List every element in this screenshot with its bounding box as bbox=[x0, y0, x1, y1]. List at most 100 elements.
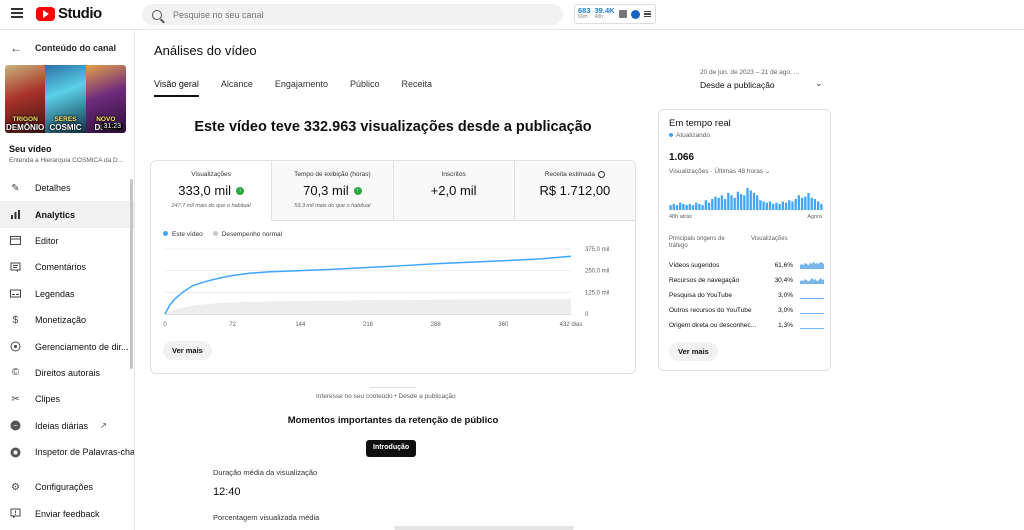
copyright-icon: © bbox=[11, 367, 20, 379]
metric-label: Visualizações bbox=[191, 171, 231, 178]
see-more-button[interactable]: Ver mais bbox=[163, 341, 212, 360]
extension-stat-60m: 683 60m bbox=[578, 7, 591, 21]
realtime-bar bbox=[682, 203, 685, 210]
metric-watch-time[interactable]: Tempo de exibição (horas) 70,3 mil ↑ 59,… bbox=[272, 161, 394, 221]
realtime-bar bbox=[672, 203, 675, 210]
sidebar-item-editor[interactable]: Editor bbox=[0, 228, 134, 254]
realtime-period-selector[interactable]: Visualizações · Últimas 48 horas ⌄ bbox=[669, 167, 770, 175]
sidebar-item-inspetor-palavras-chave[interactable]: Inspetor de Palavras-chave bbox=[0, 439, 134, 465]
sparkline-area bbox=[800, 298, 824, 299]
sidebar-item-analytics[interactable]: Analytics bbox=[0, 201, 134, 228]
tab-visao-geral[interactable]: Visão geral bbox=[154, 79, 199, 97]
sidebar-item-legendas[interactable]: Legendas bbox=[0, 281, 134, 307]
x-tick-label: 216 bbox=[363, 322, 374, 328]
source-name: Origem direta ou desconhec... bbox=[669, 321, 757, 329]
realtime-card: Em tempo real Atualizando 1.066 Visualiz… bbox=[658, 109, 831, 371]
metric-revenue[interactable]: Receita estimada R$ 1.712,00 bbox=[514, 161, 635, 221]
sidebar-item-direitos-autorais[interactable]: © Direitos autorais bbox=[0, 360, 134, 386]
editor-icon bbox=[10, 235, 21, 246]
realtime-bar bbox=[756, 195, 759, 210]
metric-value: +2,0 mil bbox=[394, 183, 514, 198]
search-input[interactable] bbox=[173, 9, 553, 20]
extension-stat1-value: 683 bbox=[578, 6, 591, 15]
sidebar-item-label: Analytics bbox=[35, 209, 76, 220]
extension-menu-icon[interactable] bbox=[643, 11, 651, 17]
source-sparkline bbox=[800, 261, 824, 269]
legend-dot bbox=[163, 231, 168, 236]
y-tick-label: 0 bbox=[585, 312, 589, 318]
video-thumbnail[interactable]: TRIGON DEMÔNIO SERES COSMIC NOVO DEL... … bbox=[5, 65, 126, 133]
realtime-bar bbox=[704, 200, 707, 210]
realtime-bar bbox=[791, 201, 794, 210]
extension-square-icon[interactable] bbox=[618, 10, 627, 18]
metric-label: Receita estimada bbox=[515, 171, 635, 178]
search-icon[interactable] bbox=[152, 9, 162, 20]
metric-tabs: Visualizações 333,0 mil ↑ 247,7 mil mais… bbox=[151, 161, 635, 221]
studio-logo[interactable]: Studio bbox=[36, 5, 102, 22]
feedback-icon bbox=[10, 508, 21, 519]
metric-subscribers[interactable]: Inscritos +2,0 mil bbox=[393, 161, 515, 221]
avg-duration-value: 12:40 bbox=[213, 486, 241, 498]
analytics-icon bbox=[10, 209, 21, 220]
tab-publico[interactable]: Público bbox=[349, 79, 380, 89]
realtime-bar bbox=[765, 202, 768, 210]
realtime-bar bbox=[669, 205, 672, 210]
sidebar: ← Conteúdo do canal TRIGON DEMÔNIO SERES… bbox=[0, 31, 135, 530]
thumbnail-panel-1: TRIGON DEMÔNIO bbox=[5, 65, 46, 133]
search-bar[interactable] bbox=[142, 4, 563, 25]
sidebar-item-label: Comentários bbox=[35, 262, 87, 273]
traffic-source-row: Outros recursos do YouTube 3,0% bbox=[669, 303, 825, 317]
source-percent: 3,0% bbox=[778, 306, 793, 314]
logo-text: Studio bbox=[58, 5, 102, 22]
top-bar: Studio 683 60m 39.4K 48h bbox=[0, 0, 1024, 30]
sidebar-item-monetizacao[interactable]: $ Monetização bbox=[0, 307, 134, 333]
sidebar-item-enviar-feedback[interactable]: Enviar feedback bbox=[0, 500, 134, 526]
realtime-bar bbox=[749, 190, 752, 210]
realtime-status-text: Atualizando bbox=[676, 132, 710, 139]
x-tick-label: 360 bbox=[498, 322, 509, 328]
avg-percent-label: Porcentagem visualizada média bbox=[213, 513, 320, 522]
realtime-bar bbox=[752, 192, 756, 210]
retention-chip-introducao[interactable]: Introdução bbox=[366, 440, 417, 457]
chart-legend: Este vídeo Desempenho normal bbox=[163, 231, 282, 238]
arrow-up-icon: ↑ bbox=[353, 186, 362, 195]
realtime-bar bbox=[675, 205, 679, 210]
avg-duration-label: Duração média da visualização bbox=[213, 468, 318, 477]
extension-badge-icon[interactable] bbox=[630, 9, 640, 19]
realtime-see-more-button[interactable]: Ver mais bbox=[669, 342, 718, 361]
tab-alcance[interactable]: Alcance bbox=[220, 79, 253, 89]
back-label: Conteúdo do canal bbox=[35, 43, 116, 53]
divider bbox=[370, 387, 416, 388]
realtime-bar bbox=[707, 202, 711, 210]
realtime-title: Em tempo real bbox=[669, 118, 731, 129]
metric-value-text: R$ 1.712,00 bbox=[539, 183, 611, 199]
tab-engajamento[interactable]: Engajamento bbox=[274, 79, 328, 89]
sidebar-item-label: Detalhes bbox=[35, 183, 71, 194]
metric-views[interactable]: Visualizações 333,0 mil ↑ 247,7 mil mais… bbox=[151, 161, 273, 221]
realtime-bar bbox=[688, 203, 691, 210]
source-sparkline bbox=[800, 328, 824, 329]
sidebar-item-ideias-diarias[interactable]: ~ Ideias diárias ↗ bbox=[0, 413, 134, 439]
overview-card: Visualizações 333,0 mil ↑ 247,7 mil mais… bbox=[150, 160, 636, 374]
thumbnail-caption-2-bottom: COSMIC bbox=[49, 123, 82, 132]
menu-icon[interactable] bbox=[11, 8, 23, 18]
extension-stat1-sub: 60m bbox=[578, 14, 588, 20]
sidebar-item-clipes[interactable]: ✂ Clipes bbox=[0, 386, 134, 412]
keyword-inspector-icon bbox=[10, 447, 21, 458]
tab-receita[interactable]: Receita bbox=[401, 79, 432, 89]
date-range-selector[interactable]: 20 de jun. de 2023 – 21 de ago. ... Desd… bbox=[700, 69, 823, 90]
x-tick-label: 432 dias bbox=[560, 322, 583, 328]
sidebar-item-comentarios[interactable]: Comentários bbox=[0, 254, 134, 280]
y-tick-label: 375,0 mil bbox=[585, 247, 609, 253]
legend-label: Desempenho normal bbox=[221, 231, 283, 238]
sidebar-item-configuracoes[interactable]: ⚙ Configurações bbox=[0, 474, 134, 500]
thumbnail-duration: 31:23 bbox=[101, 123, 123, 130]
extension-widget[interactable]: 683 60m 39.4K 48h bbox=[574, 4, 656, 24]
back-to-content-link[interactable]: ← Conteúdo do canal bbox=[10, 41, 116, 55]
x-tick-label: 288 bbox=[431, 322, 442, 328]
sidebar-item-detalhes[interactable]: ✎ Detalhes bbox=[0, 175, 134, 201]
sidebar-item-gerenciamento-direitos[interactable]: Gerenciamento de dir... bbox=[0, 333, 134, 359]
copyright-management-icon bbox=[10, 341, 21, 352]
sidebar-scrollbar[interactable] bbox=[130, 179, 133, 369]
realtime-bar bbox=[800, 197, 804, 210]
